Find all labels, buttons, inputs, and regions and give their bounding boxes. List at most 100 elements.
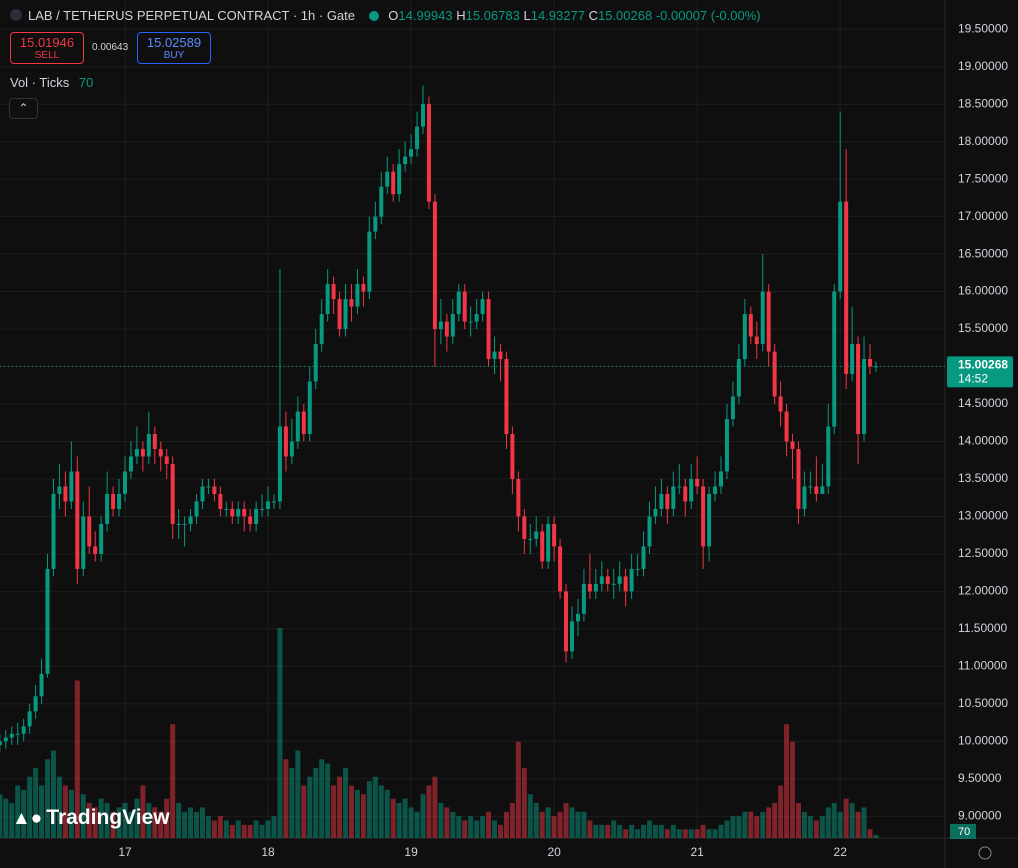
candle-body — [826, 426, 831, 487]
y-tick-label: 18.50000 — [958, 96, 1008, 110]
candle-body — [242, 508, 247, 517]
candle-body — [599, 576, 604, 584]
candle-body — [784, 411, 789, 442]
volume-bar — [116, 807, 122, 838]
candle-body — [480, 299, 485, 315]
candle-body — [212, 486, 217, 494]
volume-bar — [27, 776, 33, 838]
candle-body — [766, 291, 771, 352]
volume-bar — [140, 785, 146, 838]
volume-bar — [295, 750, 301, 838]
buy-price: 15.02589 — [146, 35, 202, 50]
volume-bar — [271, 816, 277, 838]
volume-bar — [867, 829, 873, 838]
volume-bar — [742, 811, 748, 838]
volume-bar — [348, 785, 354, 838]
candle-body — [617, 576, 622, 584]
volume-bar — [211, 820, 217, 838]
buy-label: BUY — [163, 50, 185, 61]
y-tick-label: 11.50000 — [958, 621, 1007, 635]
volume-bar — [39, 785, 45, 838]
volume-bar — [104, 803, 110, 838]
y-tick-label: 10.50000 — [958, 696, 1008, 710]
buy-button[interactable]: 15.02589 BUY — [137, 32, 211, 64]
candle-body — [111, 493, 116, 509]
candle-body — [337, 299, 342, 330]
volume-label-box — [950, 824, 976, 839]
candle-body — [421, 104, 425, 127]
candle-body — [790, 441, 795, 449]
candle-body — [707, 493, 712, 547]
candle-body — [558, 546, 563, 592]
volume-bar — [432, 776, 438, 838]
volume-bar — [784, 724, 790, 838]
volume-bar — [134, 798, 140, 838]
candle-body — [522, 516, 527, 539]
volume-bar — [98, 798, 104, 838]
sell-label: SELL — [34, 50, 60, 61]
candle-body — [170, 463, 175, 524]
sell-button[interactable]: 15.01946 SELL — [10, 32, 84, 64]
volume-bar — [837, 811, 843, 838]
candle-body — [361, 284, 366, 292]
volume-bar — [217, 816, 223, 838]
volume-bar — [50, 750, 56, 838]
volume-bar — [670, 824, 676, 838]
last-price-box — [947, 356, 1013, 388]
candle-body — [587, 583, 592, 592]
volume-bar — [861, 807, 867, 838]
candle-body — [486, 299, 491, 360]
volume-bar — [825, 807, 831, 838]
volume-bar — [259, 824, 265, 838]
indicator-value: 70 — [78, 75, 94, 90]
volume-bar — [92, 807, 98, 838]
candle-body — [158, 448, 163, 457]
y-tick-label: 10.00000 — [958, 733, 1008, 747]
volume-bar — [188, 807, 194, 838]
candle-body — [313, 344, 318, 382]
candle-body — [21, 726, 26, 734]
volume-bar — [343, 768, 349, 838]
volume-bar — [700, 824, 706, 838]
candle-body — [665, 493, 670, 509]
candle-body — [802, 486, 807, 509]
volume-bar — [390, 798, 396, 838]
candle-body — [15, 733, 20, 735]
volume-bar — [849, 803, 855, 838]
volume-bar — [772, 803, 778, 838]
volume-bar — [15, 785, 21, 838]
volume-bar — [307, 776, 313, 838]
volume-bar — [247, 824, 253, 838]
volume-bar — [414, 811, 420, 838]
volume-bar — [199, 807, 205, 838]
candle-body — [814, 486, 819, 494]
status-dot — [368, 11, 379, 21]
volume-bar — [575, 811, 581, 838]
volume-label: 70 — [958, 826, 970, 838]
candle-body — [510, 433, 515, 479]
volume-bar — [819, 816, 825, 838]
candle-body — [105, 493, 110, 524]
collapse-button[interactable]: ⌃ — [9, 98, 38, 119]
indicator-name[interactable]: Vol · Ticks — [10, 75, 70, 90]
volume-bar — [474, 820, 480, 838]
candle-body — [426, 104, 431, 202]
candle-body — [623, 576, 628, 592]
candle-body — [462, 291, 467, 322]
volume-bar — [110, 811, 116, 838]
symbol-title[interactable]: LAB / TETHERUS PERPETUAL CONTRACT · 1h ·… — [28, 8, 356, 23]
volume-bar — [539, 811, 545, 838]
x-tick-label: 21 — [690, 845, 704, 859]
candle-body — [224, 508, 229, 510]
candle-body — [456, 291, 461, 315]
candle-body — [516, 478, 521, 517]
candle-body — [206, 486, 211, 488]
volume-bar — [527, 794, 533, 838]
volume-bar — [563, 803, 569, 838]
volume-bar — [646, 820, 652, 838]
candle-body — [260, 508, 265, 510]
volume-bar — [855, 811, 861, 838]
candle-body — [283, 426, 288, 457]
volume-bar — [813, 820, 819, 838]
